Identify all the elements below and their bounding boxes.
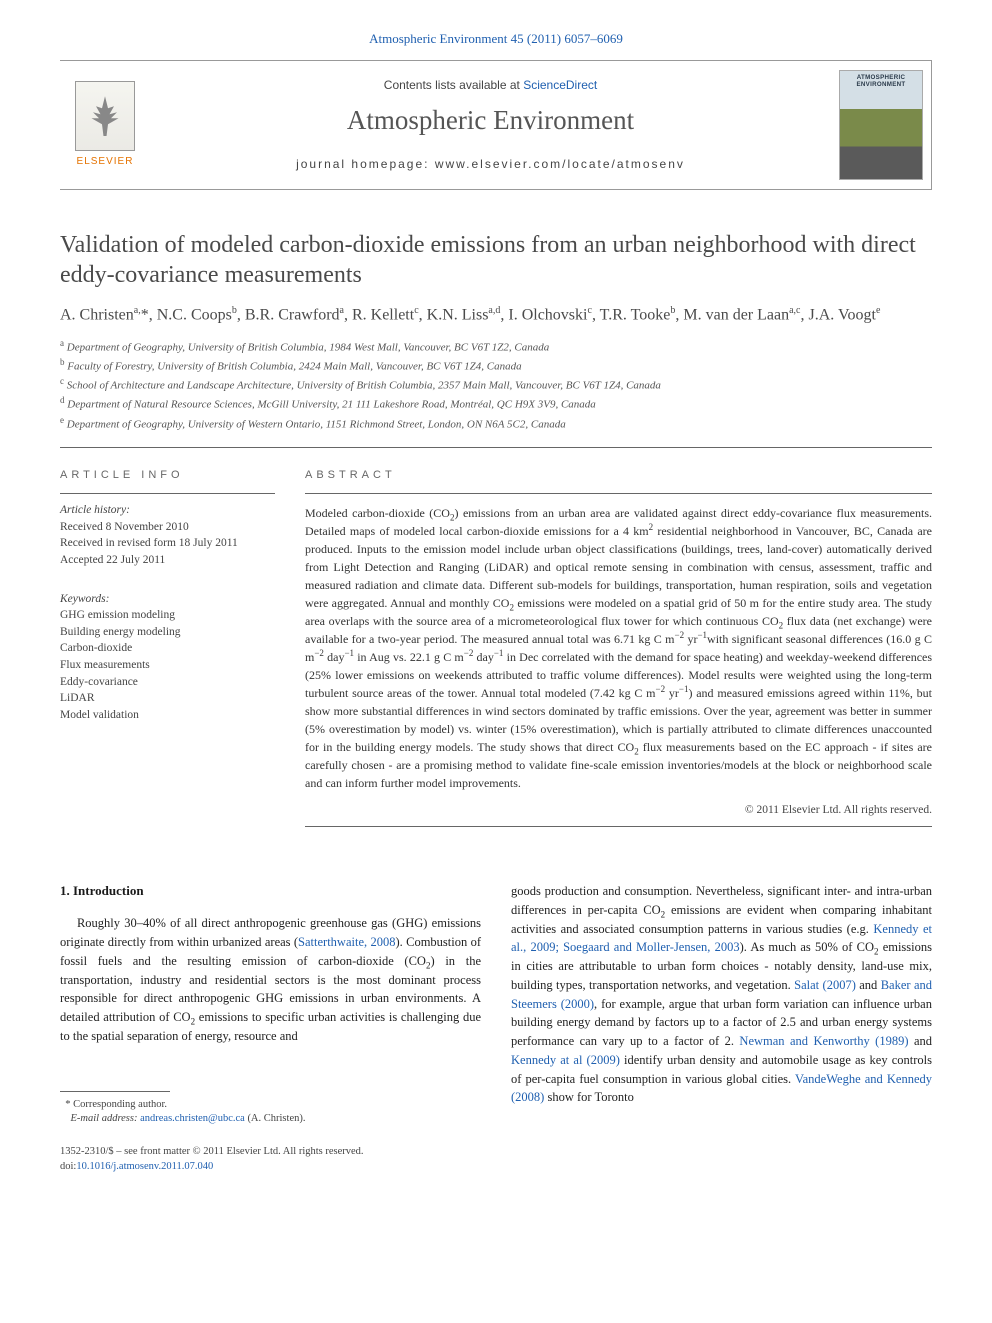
citation-link[interactable]: Satterthwaite, 2008: [298, 935, 395, 949]
abstract-text: Modeled carbon-dioxide (CO2) emissions f…: [305, 504, 932, 792]
sciencedirect-link[interactable]: ScienceDirect: [523, 78, 597, 92]
section-heading-1: 1. Introduction: [60, 882, 481, 900]
keyword: GHG emission modeling: [60, 609, 175, 621]
abstract-rule-top: [305, 493, 932, 494]
corresponding-footnote: * Corresponding author. E-mail address: …: [60, 1098, 481, 1127]
body-columns: 1. Introduction Roughly 30–40% of all di…: [60, 882, 932, 1174]
citation-link[interactable]: Kennedy at al (2009): [511, 1053, 620, 1067]
body-col-left: 1. Introduction Roughly 30–40% of all di…: [60, 882, 481, 1174]
publisher-logo-text: ELSEVIER: [77, 155, 134, 169]
affiliations: a Department of Geography, University of…: [60, 337, 932, 433]
affil-d: Department of Natural Resource Sciences,…: [67, 399, 596, 411]
history-label: Article history:: [60, 504, 130, 516]
history-accepted: Accepted 22 July 2011: [60, 554, 165, 566]
intro-para-1: Roughly 30–40% of all direct anthropogen…: [60, 914, 481, 1045]
journal-homepage: journal homepage: www.elsevier.com/locat…: [296, 156, 685, 173]
keyword: Eddy-covariance: [60, 676, 138, 688]
keywords-label: Keywords:: [60, 591, 275, 607]
keyword: Model validation: [60, 709, 139, 721]
author-list: A. Christena,*, N.C. Coopsb, B.R. Crawfo…: [60, 304, 932, 327]
info-rule: [60, 493, 275, 494]
affil-b: Faculty of Forestry, University of Briti…: [67, 361, 521, 373]
corresponding-label: Corresponding author.: [73, 1099, 167, 1110]
abstract-label: ABSTRACT: [305, 468, 932, 483]
article-title: Validation of modeled carbon-dioxide emi…: [60, 230, 932, 290]
affil-a: Department of Geography, University of B…: [67, 342, 549, 354]
bottom-metadata: 1352-2310/$ – see front matter © 2011 El…: [60, 1145, 481, 1174]
citation-link[interactable]: Salat (2007): [794, 978, 856, 992]
contents-prefix: Contents lists available at: [384, 78, 523, 92]
history-received: Received 8 November 2010: [60, 521, 189, 533]
affil-e: Department of Geography, University of W…: [67, 418, 566, 430]
citation-link[interactable]: VandeWeghe and Kennedy (2008): [511, 1072, 932, 1105]
keyword: Carbon-dioxide: [60, 642, 132, 654]
email-link[interactable]: andreas.christen@ubc.ca: [140, 1113, 245, 1124]
citation-link[interactable]: Baker and Steemers (2000): [511, 978, 932, 1011]
email-label: E-mail address:: [71, 1113, 141, 1124]
email-tail: (A. Christen).: [245, 1113, 306, 1124]
keyword: LiDAR: [60, 692, 95, 704]
abstract-copyright: © 2011 Elsevier Ltd. All rights reserved…: [305, 802, 932, 818]
masthead-center: Contents lists available at ScienceDirec…: [150, 61, 831, 189]
journal-cover: ATMOSPHERIC ENVIRONMENT: [831, 61, 931, 189]
abstract-column: ABSTRACT Modeled carbon-dioxide (CO2) em…: [305, 468, 932, 827]
journal-title: Atmospheric Environment: [347, 102, 634, 140]
history-revised: Received in revised form 18 July 2011: [60, 537, 238, 549]
keyword: Building energy modeling: [60, 626, 181, 638]
cover-text-2: ENVIRONMENT: [856, 82, 905, 89]
intro-para-1b: goods production and consumption. Nevert…: [511, 882, 932, 1107]
elsevier-tree-icon: [75, 81, 135, 151]
journal-cover-image: ATMOSPHERIC ENVIRONMENT: [839, 70, 923, 180]
citation-link[interactable]: Kennedy et al., 2009; Soegaard and Molle…: [511, 922, 932, 955]
footnote-separator: [60, 1091, 170, 1092]
divider-rule: [60, 447, 932, 448]
doi-prefix: doi:: [60, 1161, 76, 1172]
abstract-rule-bottom: [305, 826, 932, 827]
journal-citation: Atmospheric Environment 45 (2011) 6057–6…: [60, 30, 932, 48]
article-info-column: ARTICLE INFO Article history: Received 8…: [60, 468, 275, 827]
info-abstract-row: ARTICLE INFO Article history: Received 8…: [60, 468, 932, 827]
doi-link[interactable]: 10.1016/j.atmosenv.2011.07.040: [76, 1161, 213, 1172]
article-history: Article history: Received 8 November 201…: [60, 502, 275, 569]
article-info-label: ARTICLE INFO: [60, 468, 275, 483]
issn-line: 1352-2310/$ – see front matter © 2011 El…: [60, 1146, 364, 1157]
keywords-list: GHG emission modeling Building energy mo…: [60, 607, 275, 724]
journal-masthead: ELSEVIER Contents lists available at Sci…: [60, 60, 932, 190]
publisher-logo: ELSEVIER: [60, 61, 150, 189]
citation-link[interactable]: Newman and Kenworthy (1989): [739, 1034, 908, 1048]
affil-c: School of Architecture and Landscape Arc…: [67, 380, 661, 392]
body-col-right: goods production and consumption. Nevert…: [511, 882, 932, 1174]
contents-available-line: Contents lists available at ScienceDirec…: [384, 77, 597, 94]
keyword: Flux measurements: [60, 659, 150, 671]
